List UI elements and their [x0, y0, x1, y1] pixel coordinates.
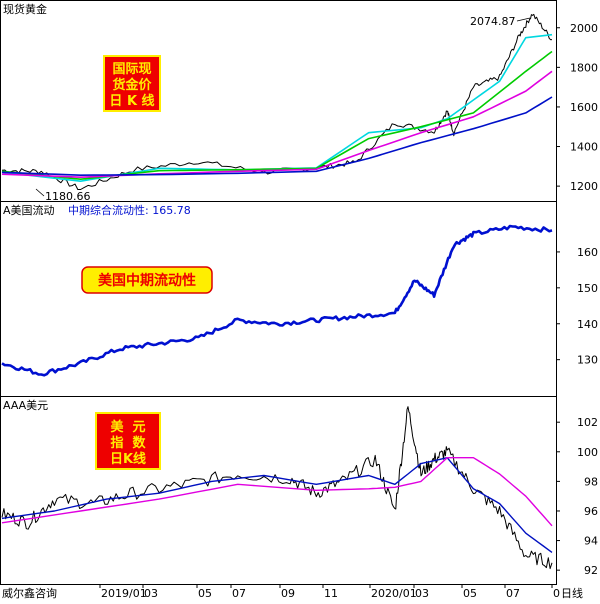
- gold-overlay-box: [103, 55, 161, 112]
- y-tick-label: 1800: [570, 61, 598, 74]
- panel-liquidity-title: A美国流动: [3, 203, 55, 217]
- series-line-line: [1, 224, 553, 377]
- series-line-ma_longest: [1, 96, 553, 176]
- y-tick-label: 102: [577, 416, 598, 429]
- gold-overlay-line-1: 国际现: [112, 62, 151, 77]
- x-tick-label: 0: [553, 587, 560, 600]
- y-tick-label: 160: [577, 246, 598, 259]
- y-tick-label: 140: [577, 318, 598, 331]
- y-tick-label: 98: [584, 475, 598, 488]
- y-tick-label: 1400: [570, 141, 598, 154]
- x-tick-label: 11: [324, 587, 338, 600]
- x-axis-suffix: 日线: [561, 586, 583, 600]
- gold-overlay-line-3: 日 K 线: [109, 93, 154, 109]
- y-tick-label: 1200: [570, 180, 598, 193]
- liquidity-overlay-text: 美国中期流动性: [98, 272, 196, 289]
- panel-liquidity-frame: [0, 201, 557, 397]
- series-line-ma_short: [1, 457, 553, 553]
- panel-gold-title: 现货黄金: [3, 2, 47, 16]
- panel-dollar-title: AAA美元: [3, 399, 48, 412]
- brand-label: 威尔鑫咨询: [2, 586, 57, 600]
- gold-low-annotation: 1180.66: [45, 190, 91, 203]
- series-line-price: [1, 13, 553, 190]
- x-tick-label: 07: [506, 587, 520, 600]
- series-line-ma_long: [1, 457, 553, 527]
- x-tick-label: 05: [198, 587, 212, 600]
- panel-dollar-frame: [0, 396, 557, 585]
- y-tick-label: 94: [584, 535, 598, 548]
- x-tick-label: 07: [232, 587, 246, 600]
- series-line-ma_short: [1, 33, 553, 182]
- dollar-overlay-line-3: 日K线: [110, 451, 146, 467]
- y-tick-label: 96: [584, 505, 598, 518]
- y-tick-label: 92: [584, 564, 598, 577]
- gold-high-leader: [516, 17, 531, 22]
- x-tick-label: 03: [415, 587, 429, 600]
- x-tick-label: 2020/01: [371, 587, 417, 600]
- liquidity-overlay-box: [81, 266, 213, 294]
- gold-high-annotation: 2074.87: [470, 15, 516, 28]
- panel-gold-frame: [0, 0, 557, 202]
- x-tick-label: 03: [144, 587, 158, 600]
- x-tick-label: 09: [281, 587, 295, 600]
- y-tick-label: 130: [577, 354, 598, 367]
- y-tick-label: 100: [577, 446, 598, 459]
- dollar-overlay-line-1: 美 元: [110, 419, 145, 435]
- panel-liquidity-indicator: 中期综合流动性: 165.78: [68, 203, 191, 217]
- x-tick-label: 2019/01: [101, 587, 147, 600]
- x-tick-label: 05: [463, 587, 477, 600]
- dollar-overlay-line-2: 指 数: [110, 435, 146, 451]
- gold-low-leader: [35, 188, 45, 197]
- y-tick-label: 150: [577, 282, 598, 295]
- dollar-overlay-box: [95, 412, 161, 470]
- gold-overlay-line-2: 货金价: [112, 77, 152, 93]
- y-tick-label: 1600: [570, 101, 598, 114]
- y-tick-label: 2000: [570, 22, 598, 35]
